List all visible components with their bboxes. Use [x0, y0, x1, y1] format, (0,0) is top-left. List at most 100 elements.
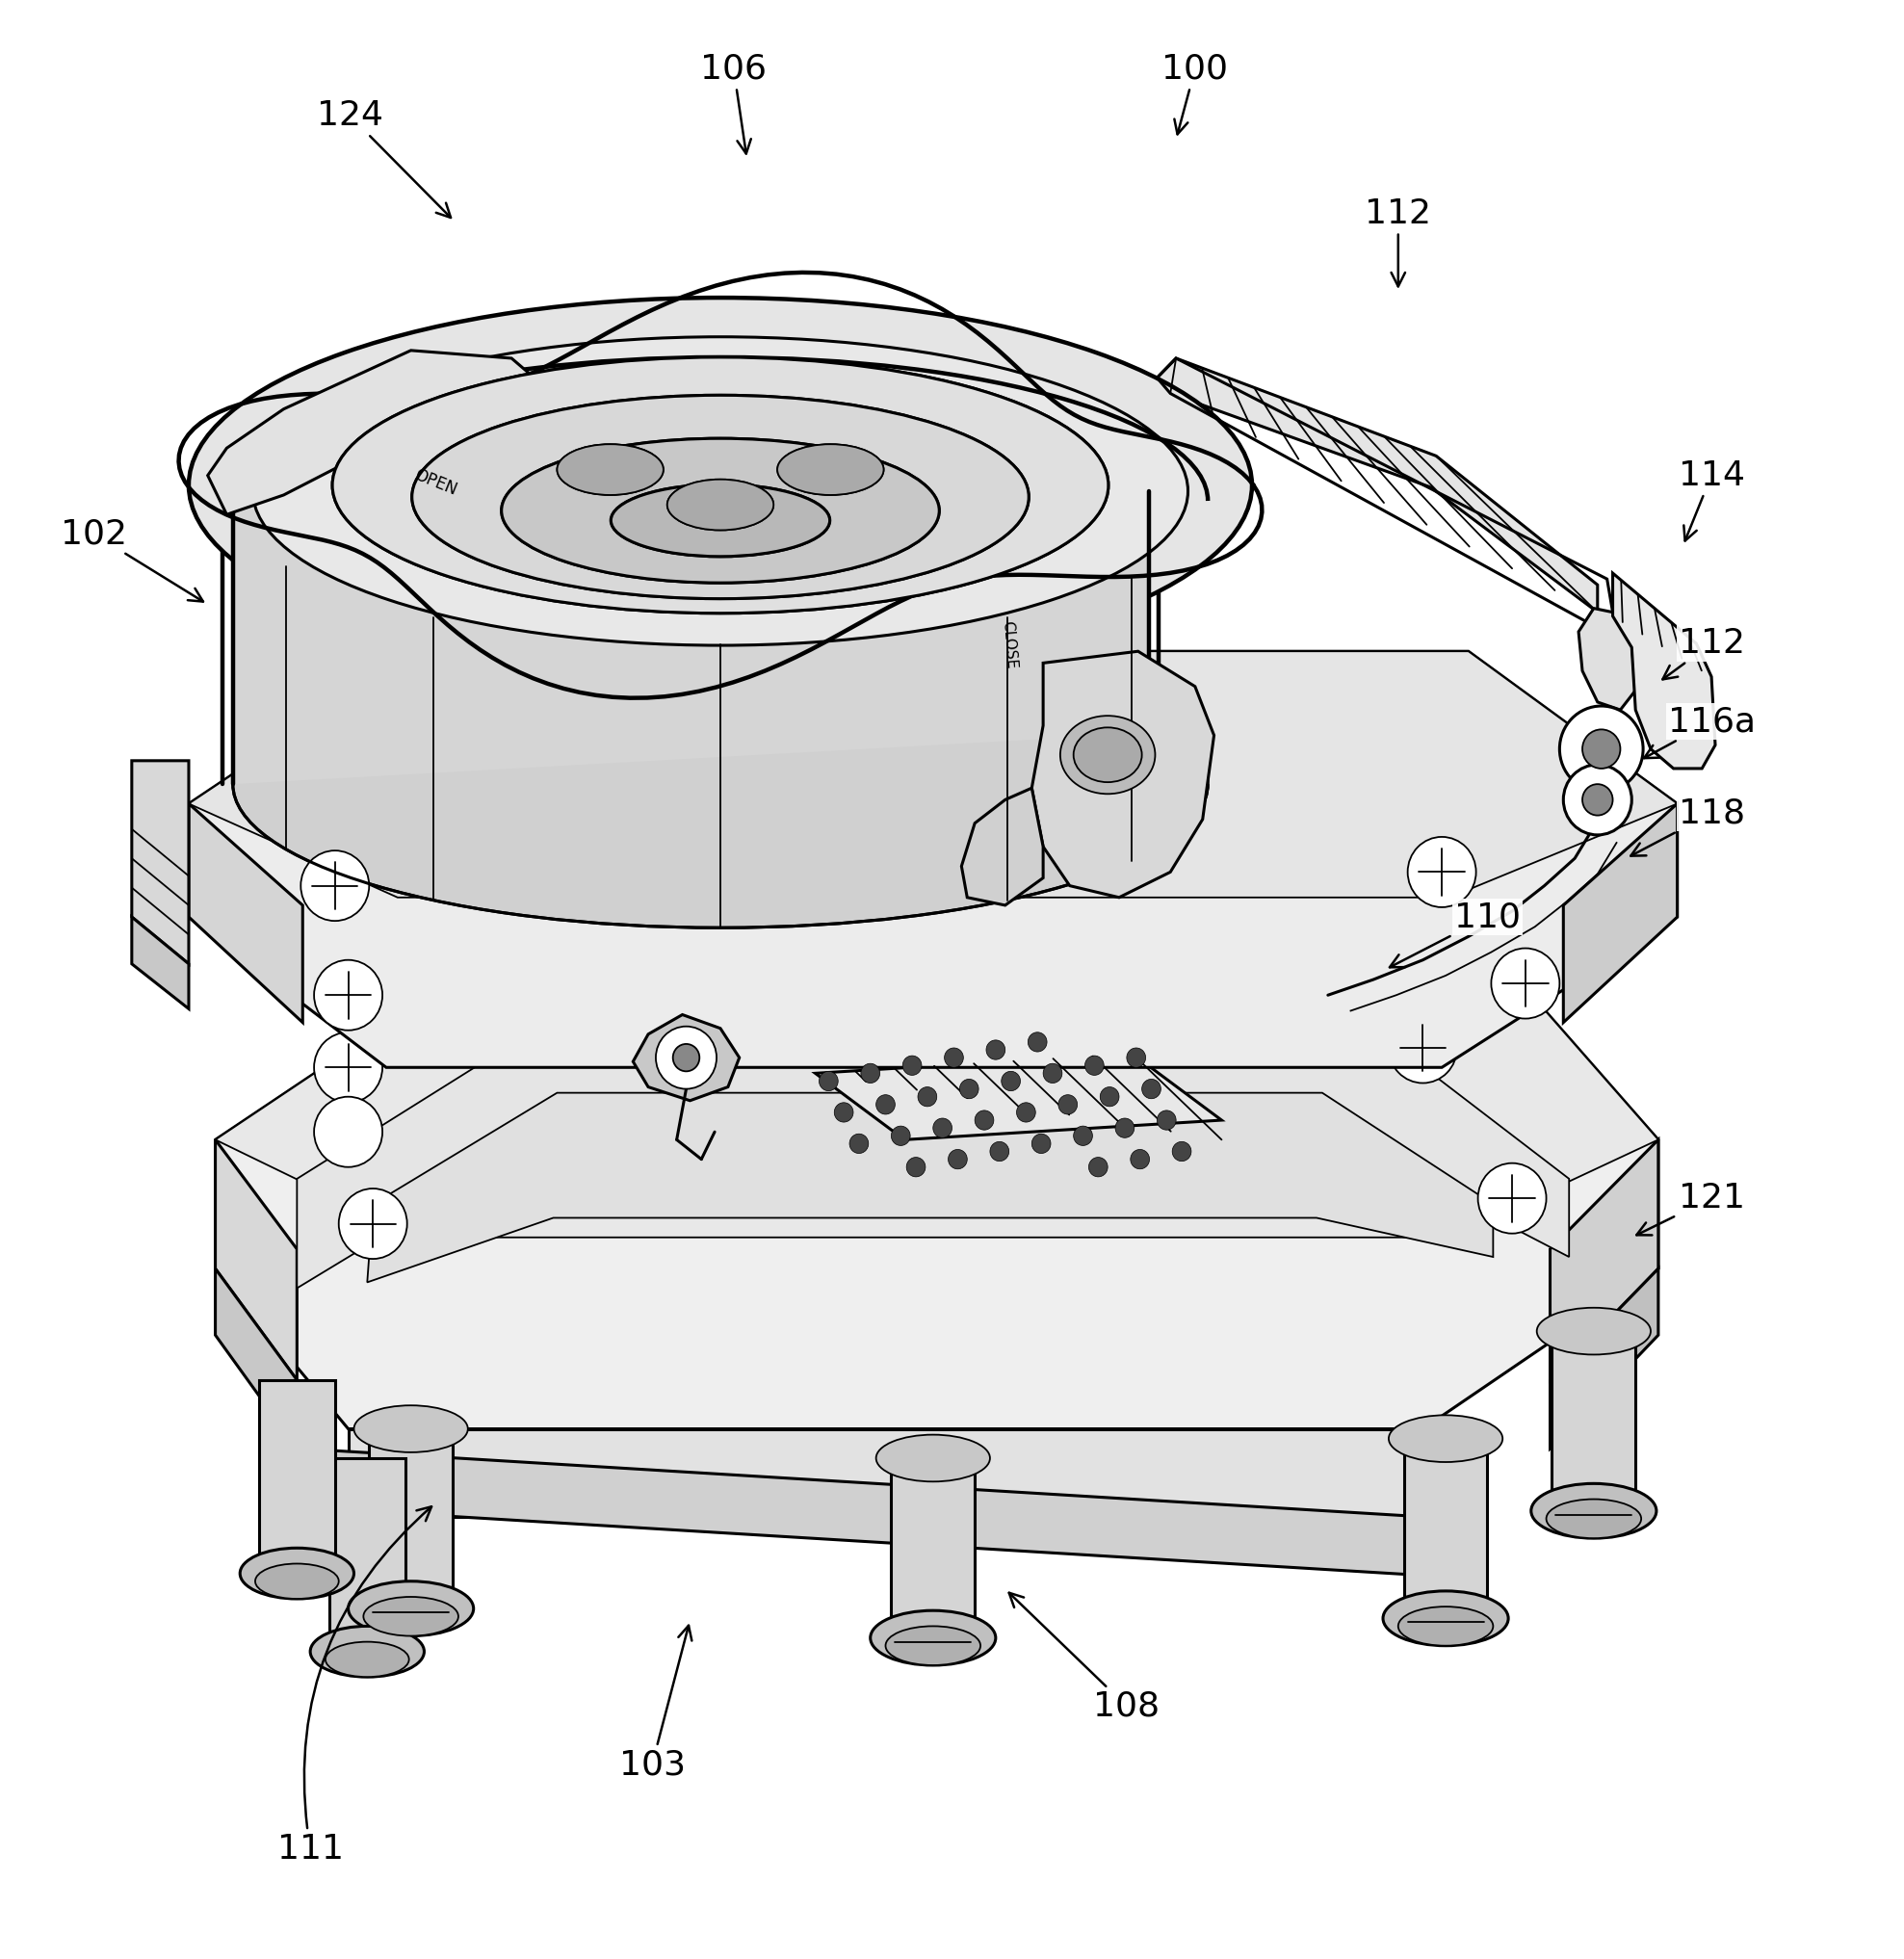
Circle shape — [1085, 1056, 1104, 1075]
Circle shape — [1491, 948, 1559, 1019]
Circle shape — [672, 1044, 699, 1072]
Text: CLOSE: CLOSE — [1000, 621, 1019, 670]
Circle shape — [849, 1134, 868, 1154]
Ellipse shape — [1061, 715, 1156, 793]
Polygon shape — [215, 980, 1658, 1238]
Polygon shape — [1552, 1332, 1636, 1526]
Polygon shape — [891, 1457, 975, 1653]
Ellipse shape — [326, 1642, 409, 1677]
Circle shape — [948, 1150, 967, 1170]
Ellipse shape — [364, 1597, 459, 1636]
Circle shape — [1131, 1150, 1150, 1170]
Circle shape — [1142, 1079, 1161, 1099]
Polygon shape — [1550, 1140, 1658, 1379]
Ellipse shape — [333, 357, 1108, 613]
Circle shape — [1388, 1013, 1457, 1083]
Polygon shape — [131, 917, 188, 1009]
Ellipse shape — [1537, 1309, 1651, 1354]
Ellipse shape — [232, 641, 1207, 929]
Ellipse shape — [777, 445, 883, 496]
Circle shape — [301, 850, 369, 921]
Text: 106: 106 — [701, 53, 767, 153]
Circle shape — [1173, 1142, 1192, 1162]
Text: 118: 118 — [1630, 797, 1744, 856]
Circle shape — [1032, 1134, 1051, 1154]
Ellipse shape — [1398, 1606, 1493, 1646]
Polygon shape — [208, 351, 535, 515]
Ellipse shape — [1074, 727, 1142, 782]
Ellipse shape — [558, 445, 663, 496]
Ellipse shape — [253, 337, 1188, 645]
Polygon shape — [1578, 609, 1636, 709]
Ellipse shape — [777, 445, 883, 496]
Circle shape — [944, 1048, 963, 1068]
Ellipse shape — [188, 298, 1253, 672]
Text: 121: 121 — [1637, 1181, 1744, 1234]
Text: 111: 111 — [276, 1506, 432, 1865]
Ellipse shape — [240, 1548, 354, 1599]
Circle shape — [1559, 705, 1643, 791]
Polygon shape — [369, 1428, 453, 1624]
Ellipse shape — [223, 317, 1219, 645]
Circle shape — [314, 1097, 383, 1168]
Ellipse shape — [411, 396, 1028, 599]
Text: 103: 103 — [619, 1626, 691, 1781]
Ellipse shape — [611, 484, 830, 556]
Polygon shape — [815, 1054, 1222, 1140]
Polygon shape — [188, 650, 1677, 1068]
Circle shape — [1002, 1072, 1021, 1091]
Ellipse shape — [1546, 1499, 1641, 1538]
Polygon shape — [329, 1457, 406, 1667]
Polygon shape — [215, 1140, 297, 1379]
Ellipse shape — [1388, 1414, 1502, 1461]
Circle shape — [990, 1142, 1009, 1162]
Circle shape — [918, 1087, 937, 1107]
Circle shape — [1116, 1119, 1135, 1138]
Circle shape — [314, 1032, 383, 1103]
Polygon shape — [1403, 1438, 1487, 1634]
Text: 116a: 116a — [1643, 705, 1755, 758]
Polygon shape — [232, 492, 1150, 784]
Circle shape — [655, 1027, 716, 1089]
Ellipse shape — [411, 396, 1028, 599]
Ellipse shape — [870, 1610, 996, 1665]
Ellipse shape — [558, 445, 663, 496]
Circle shape — [960, 1079, 979, 1099]
Text: 110: 110 — [1390, 901, 1521, 968]
Circle shape — [1059, 1095, 1078, 1115]
Ellipse shape — [666, 480, 773, 531]
Circle shape — [861, 1064, 880, 1083]
Circle shape — [933, 1119, 952, 1138]
Circle shape — [1582, 729, 1620, 768]
Ellipse shape — [255, 1563, 339, 1599]
Circle shape — [1127, 1048, 1146, 1068]
Circle shape — [1563, 764, 1632, 835]
Polygon shape — [1563, 803, 1677, 1023]
Circle shape — [1101, 1087, 1120, 1107]
Polygon shape — [348, 1428, 1422, 1516]
Ellipse shape — [666, 480, 773, 531]
Polygon shape — [962, 788, 1043, 905]
Circle shape — [339, 1189, 407, 1260]
Polygon shape — [131, 760, 188, 964]
Circle shape — [1043, 1064, 1062, 1083]
Ellipse shape — [1531, 1483, 1656, 1538]
Ellipse shape — [876, 1434, 990, 1481]
Ellipse shape — [354, 1405, 468, 1452]
Ellipse shape — [333, 357, 1108, 613]
Circle shape — [902, 1056, 922, 1075]
Circle shape — [834, 1103, 853, 1123]
Text: 124: 124 — [316, 100, 451, 217]
Circle shape — [1478, 1164, 1546, 1234]
Circle shape — [1089, 1158, 1108, 1177]
Polygon shape — [259, 1379, 335, 1589]
Text: 114: 114 — [1677, 458, 1744, 541]
Polygon shape — [367, 1093, 1493, 1283]
Circle shape — [891, 1126, 910, 1146]
Ellipse shape — [348, 1581, 474, 1636]
Ellipse shape — [501, 439, 939, 584]
Text: 100: 100 — [1161, 53, 1228, 135]
Polygon shape — [632, 1015, 739, 1101]
Circle shape — [1407, 836, 1476, 907]
Polygon shape — [297, 1448, 1422, 1575]
